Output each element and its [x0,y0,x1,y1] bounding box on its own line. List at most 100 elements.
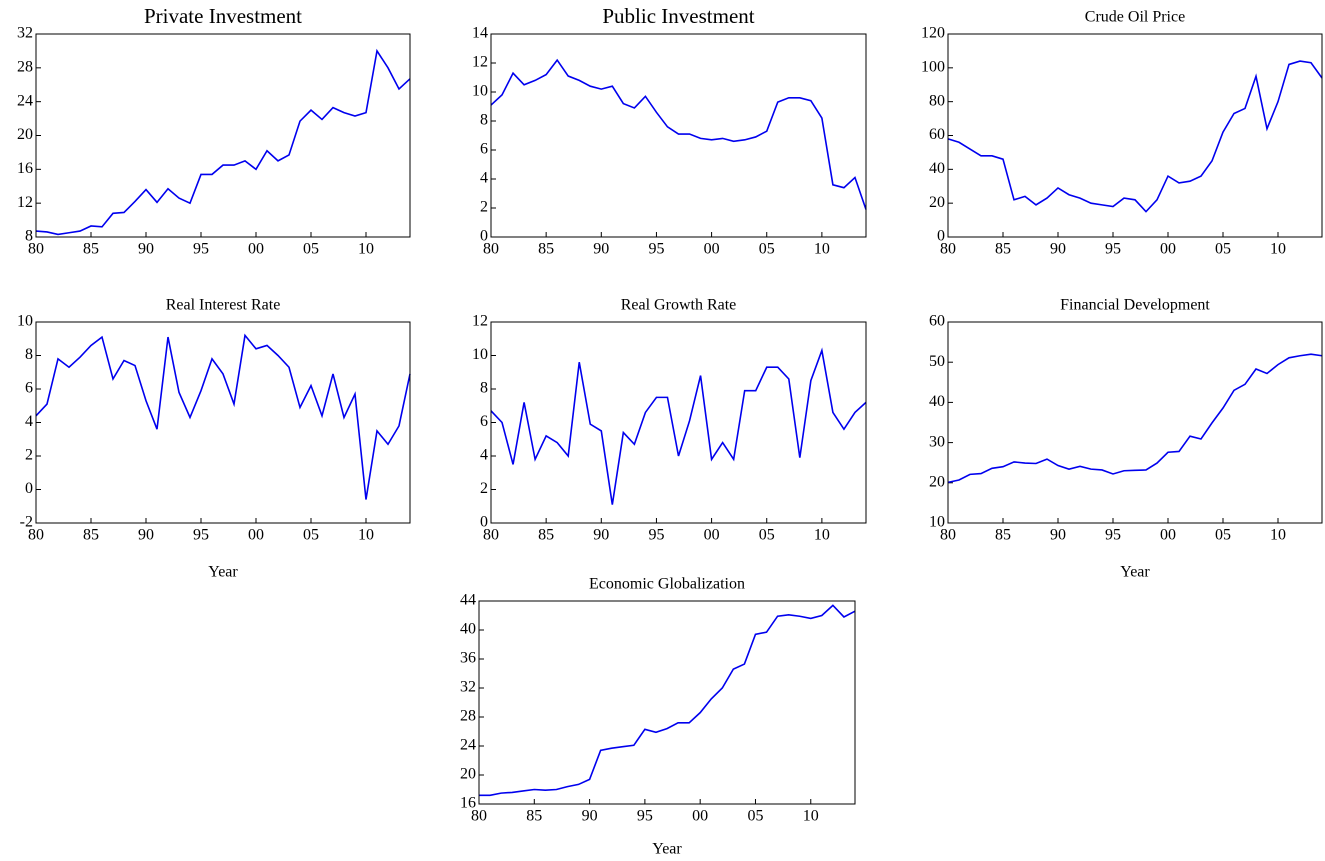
x-tick-label: 80 [28,527,44,544]
x-tick-label: 10 [814,241,830,258]
x-tick-label: 85 [538,241,554,258]
x-tick-label: 00 [1160,527,1176,544]
x-tick-label: 80 [28,241,44,258]
x-tick-label: 85 [995,527,1011,544]
y-tick-label: 14 [472,25,488,42]
y-tick-label: 8 [25,346,33,363]
y-tick-label: 40 [460,621,476,638]
x-tick-label: 85 [538,527,554,544]
panel-title: Crude Oil Price [1085,9,1185,26]
x-tick-label: 10 [814,527,830,544]
y-tick-label: 2 [480,199,488,216]
panel-title: Financial Development [1060,297,1210,314]
x-tick-label: 85 [995,241,1011,258]
y-tick-label: 8 [25,228,33,245]
y-tick-label: 0 [480,228,488,245]
y-tick-label: 4 [480,170,488,187]
panel-title: Economic Globalization [589,576,745,593]
y-tick-label: 60 [929,313,945,330]
y-tick-label: 0 [937,228,945,245]
panel-title: Real Growth Rate [621,297,737,314]
x-tick-label: 80 [940,527,956,544]
y-tick-label: 100 [921,59,945,76]
data-line [947,353,1323,484]
y-tick-label: 20 [17,126,33,143]
x-tick-label: 10 [358,241,374,258]
x-tick-label: 10 [1270,527,1286,544]
y-tick-label: 16 [17,160,33,177]
y-tick-label: 10 [17,313,33,330]
y-tick-label: 40 [929,160,945,177]
x-tick-label: 90 [582,808,598,825]
x-axis-label: Year [652,841,682,858]
x-tick-label: 00 [704,527,720,544]
x-tick-label: 80 [483,527,499,544]
panel-title: Private Investment [144,4,302,28]
y-tick-label: 2 [480,480,488,497]
y-tick-label: 4 [480,447,488,464]
x-tick-label: 90 [138,527,154,544]
y-tick-label: 10 [929,514,945,531]
y-tick-label: 6 [25,380,33,397]
y-tick-label: 8 [480,380,488,397]
data-line [35,48,411,236]
x-tick-label: 00 [692,808,708,825]
data-line [479,604,856,797]
y-tick-label: 36 [460,650,476,667]
x-tick-label: 90 [593,241,609,258]
x-tick-label: 80 [471,808,487,825]
y-tick-label: 24 [460,737,476,754]
x-tick-label: 80 [940,241,956,258]
plot-frame [478,600,856,805]
x-tick-label: 90 [1050,241,1066,258]
plot-frame [947,33,1323,238]
x-tick-label: 10 [1270,241,1286,258]
x-tick-label: 05 [303,527,319,544]
x-tick-label: 05 [1215,241,1231,258]
y-tick-label: 40 [929,393,945,410]
y-tick-label: 50 [929,353,945,370]
y-tick-label: 120 [921,25,945,42]
y-tick-label: 28 [17,59,33,76]
y-tick-label: 30 [929,433,945,450]
x-tick-label: 00 [704,241,720,258]
data-line [490,347,867,505]
y-tick-label: 16 [460,795,476,812]
y-tick-label: 12 [472,313,488,330]
x-tick-label: 00 [1160,241,1176,258]
x-tick-label: 05 [747,808,763,825]
y-tick-label: 10 [472,346,488,363]
x-tick-label: 85 [83,241,99,258]
x-tick-label: 95 [637,808,653,825]
x-tick-label: 95 [1105,527,1121,544]
y-tick-label: -2 [20,514,33,531]
y-tick-label: 12 [472,54,488,71]
x-tick-label: 85 [526,808,542,825]
x-tick-label: 80 [483,241,499,258]
plot-frame [490,321,867,524]
y-tick-label: 80 [929,92,945,109]
data-line [35,333,411,500]
x-axis-label: Year [208,564,238,581]
x-tick-label: 95 [193,527,209,544]
panel-title: Real Interest Rate [166,297,281,314]
x-tick-label: 05 [303,241,319,258]
plot-frame [490,33,867,238]
y-tick-label: 60 [929,126,945,143]
panel-title: Public Investment [602,4,754,28]
x-tick-label: 90 [138,241,154,258]
y-tick-label: 0 [25,480,33,497]
x-tick-label: 95 [648,241,664,258]
plot-frame [35,321,411,524]
x-tick-label: 00 [248,241,264,258]
x-tick-label: 95 [648,527,664,544]
y-tick-label: 20 [460,766,476,783]
x-tick-label: 05 [1215,527,1231,544]
y-tick-label: 8 [480,112,488,129]
x-tick-label: 00 [248,527,264,544]
y-tick-label: 12 [17,194,33,211]
x-tick-label: 90 [593,527,609,544]
x-tick-label: 90 [1050,527,1066,544]
plot-frame [947,321,1323,524]
x-tick-label: 95 [1105,241,1121,258]
